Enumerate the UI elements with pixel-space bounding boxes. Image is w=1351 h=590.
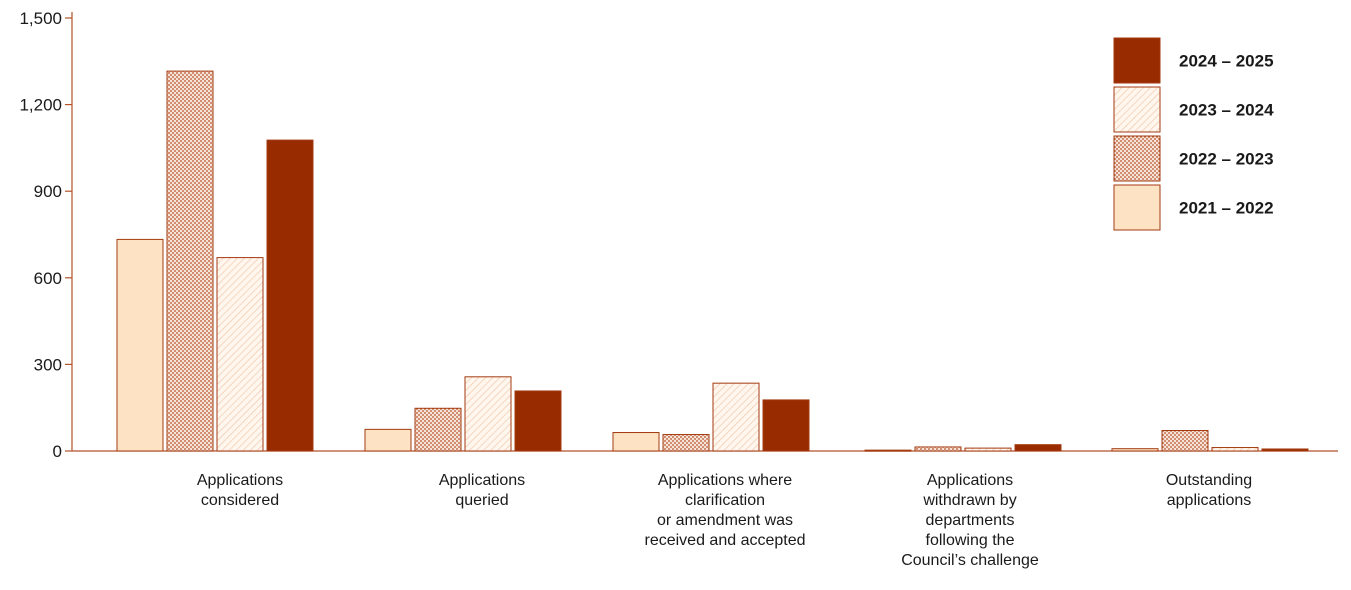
category-labels: Applications considered Applications querie… <box>197 472 1252 569</box>
bar <box>464 376 512 452</box>
bar <box>414 407 462 452</box>
y-tick-label: 900 <box>34 182 62 201</box>
legend: 2024 – 2025 2023 – 2024 2022 – 2023 2021 – … <box>1113 37 1274 231</box>
category-label: Outstanding applications <box>1166 472 1252 509</box>
bar <box>864 449 912 452</box>
bar <box>216 257 264 452</box>
bar <box>116 238 164 452</box>
bar <box>1261 448 1309 452</box>
bar <box>1211 447 1259 452</box>
legend-label: 2024 – 2025 <box>1179 52 1274 71</box>
y-tick-label: 0 <box>53 442 62 461</box>
bar <box>964 447 1012 452</box>
y-tick-label: 300 <box>34 355 62 374</box>
bar <box>612 432 660 452</box>
legend-swatch <box>1113 86 1161 133</box>
category-label: Applications where clarification or amendm… <box>645 472 806 549</box>
bar <box>1111 448 1159 452</box>
bar <box>1014 444 1062 452</box>
bar <box>712 382 760 452</box>
category-label: Applications queried <box>439 472 525 509</box>
legend-swatch <box>1113 135 1161 182</box>
bar <box>1161 430 1209 452</box>
bar <box>514 390 562 452</box>
category-label: Applications withdrawn by departments follo… <box>901 472 1039 569</box>
bar <box>914 446 962 452</box>
legend-label: 2021 – 2022 <box>1179 199 1274 218</box>
bar <box>166 70 214 452</box>
bar <box>266 139 314 452</box>
legend-swatch <box>1113 184 1161 231</box>
y-tick-label: 1,500 <box>19 9 62 28</box>
bar <box>662 434 710 452</box>
y-tick-label: 600 <box>34 269 62 288</box>
bars <box>116 70 1309 452</box>
legend-swatch <box>1113 37 1161 84</box>
legend-label: 2022 – 2023 <box>1179 150 1274 169</box>
y-tick-label: 1,200 <box>19 96 62 115</box>
legend-label: 2023 – 2024 <box>1179 101 1274 120</box>
bar <box>762 399 810 452</box>
category-label: Applications considered <box>197 472 283 509</box>
bar <box>364 428 412 452</box>
